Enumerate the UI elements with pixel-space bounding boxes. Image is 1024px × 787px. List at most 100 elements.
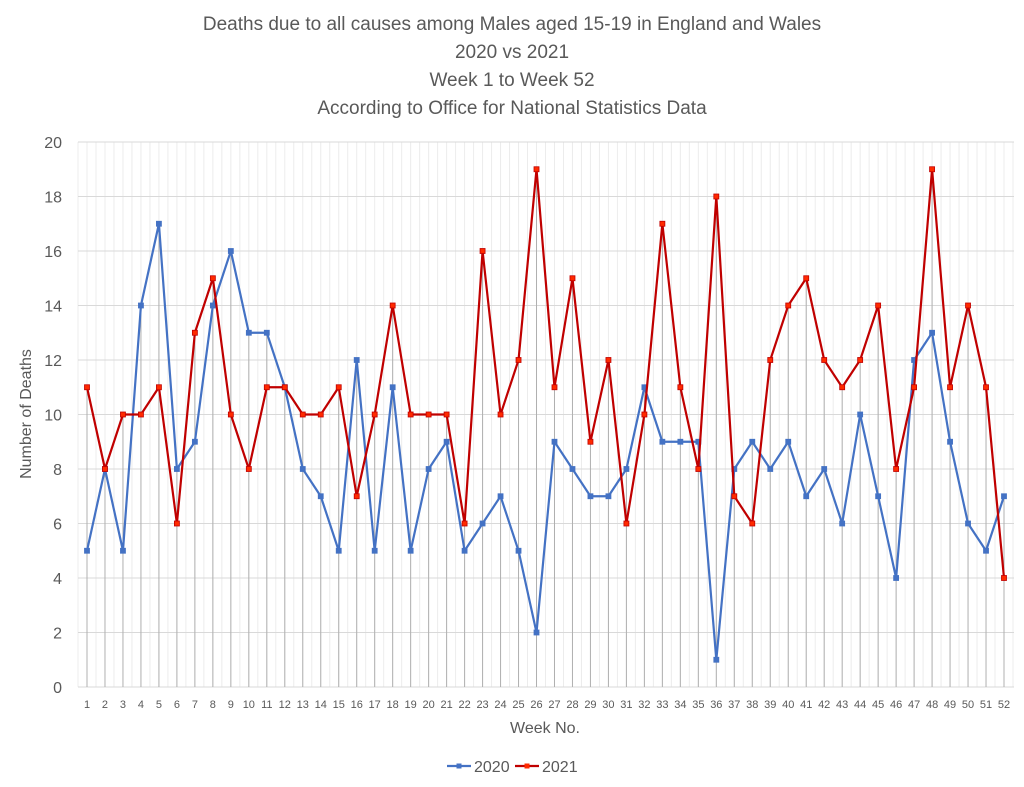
chart-title-line-3: Week 1 to Week 52 — [429, 70, 594, 91]
x-tick-label: 42 — [818, 699, 830, 711]
data-point — [893, 466, 900, 472]
legend-marker-2020 — [456, 763, 462, 769]
data-point — [533, 629, 540, 636]
data-point — [893, 575, 900, 581]
chart-title: Deaths due to all causes among Males age… — [203, 14, 821, 119]
data-point — [353, 493, 360, 500]
data-point — [299, 466, 306, 472]
y-tick-label: 18 — [44, 190, 62, 207]
x-tick-label: 4 — [138, 699, 144, 711]
x-tick-label: 21 — [440, 699, 452, 711]
data-point — [281, 384, 288, 391]
data-point — [84, 384, 90, 391]
x-tick-label: 52 — [998, 699, 1010, 711]
x-tick-label: 47 — [908, 699, 920, 711]
data-point — [389, 302, 396, 309]
x-tick-label: 45 — [872, 699, 884, 711]
data-point — [947, 384, 953, 391]
x-tick-label: 44 — [854, 699, 866, 711]
data-point — [929, 329, 935, 336]
series-group — [84, 166, 1007, 663]
x-tick-label: 6 — [174, 699, 180, 711]
x-tick-label: 49 — [944, 699, 956, 711]
data-point — [138, 411, 144, 418]
x-tick-label: 23 — [476, 699, 488, 711]
x-tick-label: 1 — [84, 699, 90, 711]
data-point — [317, 411, 324, 418]
data-point — [533, 166, 540, 173]
data-point — [515, 357, 522, 363]
data-point — [174, 466, 180, 472]
y-tick-label: 2 — [53, 626, 62, 643]
x-tick-label: 25 — [512, 699, 524, 711]
data-point — [677, 438, 684, 445]
x-tick-label: 14 — [315, 699, 327, 711]
data-point — [479, 520, 486, 527]
data-point — [803, 493, 810, 500]
y-tick-label: 8 — [53, 462, 62, 479]
x-tick-label: 5 — [156, 699, 162, 711]
x-tick-label: 50 — [962, 699, 974, 711]
data-point — [677, 384, 684, 391]
data-point — [407, 411, 414, 418]
data-point — [227, 248, 234, 254]
data-point — [605, 493, 612, 500]
x-tick-label: 35 — [692, 699, 704, 711]
data-point — [407, 547, 414, 554]
data-point — [245, 329, 252, 336]
series-line-2020 — [85, 222, 1006, 661]
data-point — [515, 547, 522, 554]
data-point — [569, 275, 576, 282]
data-point — [857, 411, 864, 418]
data-point — [138, 302, 144, 309]
data-point — [335, 547, 342, 554]
x-tick-label: 29 — [584, 699, 596, 711]
x-tick-label: 20 — [423, 699, 435, 711]
x-tick-label: 17 — [369, 699, 381, 711]
data-point — [461, 547, 468, 554]
data-point — [641, 411, 648, 418]
y-tick-label: 14 — [44, 299, 62, 316]
data-point — [443, 438, 450, 445]
data-point — [497, 411, 504, 418]
data-point — [191, 329, 198, 336]
data-point — [623, 520, 630, 527]
data-point — [911, 384, 917, 391]
x-tick-label: 31 — [620, 699, 632, 711]
y-axis-ticks: 0 2 4 6 8 10 12 14 16 18 20 — [44, 135, 62, 697]
data-point — [965, 302, 971, 309]
data-point — [785, 302, 792, 309]
data-point — [875, 302, 882, 309]
data-point — [174, 520, 180, 527]
data-point — [191, 438, 198, 445]
data-point — [371, 411, 378, 418]
x-tick-label: 2 — [102, 699, 108, 711]
data-point — [389, 384, 396, 391]
data-point — [749, 438, 756, 445]
data-point — [929, 166, 935, 173]
data-point — [425, 466, 432, 472]
data-point — [245, 466, 252, 472]
y-tick-label: 0 — [53, 680, 62, 697]
data-point — [623, 466, 630, 472]
data-point — [587, 493, 594, 500]
x-tick-label: 11 — [261, 699, 272, 711]
series-2020 — [84, 220, 1007, 663]
series-2021 — [84, 166, 1007, 581]
x-tick-label: 33 — [656, 699, 668, 711]
x-tick-label: 40 — [782, 699, 794, 711]
x-tick-label: 41 — [800, 699, 812, 711]
x-tick-label: 18 — [387, 699, 399, 711]
x-tick-label: 30 — [602, 699, 614, 711]
data-point — [713, 193, 720, 200]
data-point — [227, 411, 234, 418]
y-tick-label: 10 — [44, 408, 62, 425]
x-tick-label: 43 — [836, 699, 848, 711]
gridlines — [77, 141, 1014, 688]
y-tick-label: 16 — [44, 244, 62, 261]
data-point — [749, 520, 756, 527]
legend-marker-2021 — [524, 763, 530, 769]
data-point — [443, 411, 450, 418]
data-point — [120, 411, 126, 418]
